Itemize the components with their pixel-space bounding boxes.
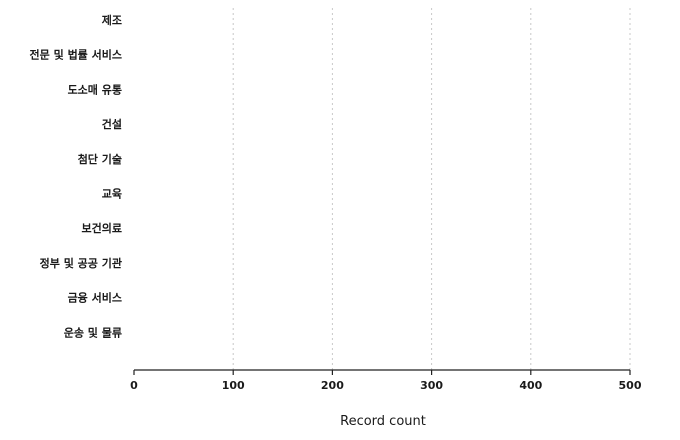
x-tick-label-400: 400 [519, 379, 542, 392]
category-label-1: 전문 및 법률 서비스 [30, 48, 122, 62]
category-label-4: 첨단 기술 [78, 152, 122, 166]
x-tick-label-100: 100 [222, 379, 245, 392]
category-label-3: 건설 [102, 117, 122, 131]
category-label-2: 도소매 유통 [68, 82, 122, 96]
category-label-5: 교육 [102, 188, 122, 201]
x-axis-title: Record count [340, 414, 426, 429]
x-axis: 0 100 200 300 400 500 [130, 369, 642, 392]
category-label-8: 금융 서비스 [68, 291, 122, 305]
x-tick-label-300: 300 [420, 379, 443, 392]
x-tick-label-500: 500 [619, 379, 642, 392]
category-label-6: 보건의료 [82, 221, 122, 235]
bars [134, 16, 629, 336]
category-label-9: 운송 및 물류 [64, 325, 122, 339]
category-label-0: 제조 [102, 13, 122, 27]
x-tick-label-200: 200 [321, 379, 344, 392]
category-label-7: 정부 및 공공 기관 [40, 256, 122, 270]
gridlines [232, 8, 631, 370]
x-tick-label-0: 0 [130, 379, 138, 392]
